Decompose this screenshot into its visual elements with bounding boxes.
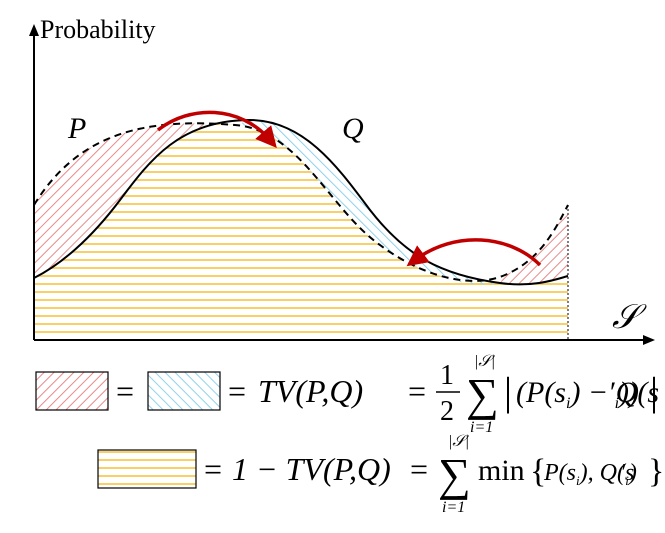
legend-row1-prime: ′ [608, 376, 615, 409]
legend-red-swatch [35, 371, 109, 411]
legend-row2-sum: ∑ [438, 449, 471, 500]
curve-q-label: Q [342, 112, 364, 145]
legend-row2-eq2: = [410, 451, 428, 487]
legend-row2-body-p: P(s [543, 460, 576, 486]
legend-row2-brace-close: } [648, 453, 664, 490]
legend-yellow-swatch [97, 449, 197, 489]
legend-row2-min: min [478, 454, 525, 487]
p-excess-region [34, 123, 568, 285]
legend-row2-prime: ′ [620, 460, 626, 486]
legend-row1-abs-close: | [650, 369, 658, 414]
x-axis-arrow-icon [643, 335, 655, 345]
legend-row-overlap: = 1 − TV(P,Q) = |𝒮| ∑ i=1 min { P(si), Q… [97, 433, 634, 516]
legend-row1-close: )) [617, 376, 639, 409]
transport-arrow-left [156, 110, 277, 148]
legend-row2-brace-open: { [530, 453, 546, 490]
legend-row1-sub-i2: i [615, 395, 619, 412]
p-excess-right [500, 205, 568, 285]
legend-row1-body: (P(si) − Q(s [516, 376, 659, 412]
legend-row1-tail-text: ′i)) [608, 376, 639, 412]
legend-row1-sum: ∑ [466, 369, 499, 420]
legend-row2-sum-lower: i=1 [442, 499, 465, 516]
legend-row1-body-p: (P(s [516, 376, 566, 409]
curve-q [33, 118, 569, 286]
legend-row2-tail-text: ′i) [620, 460, 637, 488]
legend-row2-sub-i1: i [576, 473, 580, 488]
transport-arrow-right [406, 238, 542, 267]
legend-row2-close: ) [627, 460, 637, 486]
legend-row1-sub-i1: i [566, 395, 570, 412]
legend-row1-frac-num: 1 [440, 360, 454, 391]
legend-row-tv: = = TV(P,Q) = 1 2 |𝒮| ∑ i=1 | (P(si) − Q… [35, 353, 659, 436]
legend-row1-eq2: = [228, 373, 246, 409]
legend-row1-eq3: = [408, 373, 426, 409]
legend-row2-mid: ), Q(s [578, 460, 635, 486]
legend-row1-sum-upper: |𝒮| [474, 353, 495, 370]
legend-row1-frac-den: 2 [440, 396, 454, 427]
legend-row2-sum-upper: |𝒮| [448, 433, 469, 450]
legend-row1-eq1: = [116, 373, 134, 409]
legend-blue-swatch [147, 371, 221, 411]
curve-p [33, 122, 569, 282]
y-axis-arrow-icon [29, 24, 39, 36]
legend-row1-minus: ) − Q(s [568, 376, 659, 409]
legend-row2-body: P(si), Q(s [543, 460, 634, 488]
legend-row1-tv: TV(P,Q) [258, 373, 363, 409]
legend-row1-abs-open: | [504, 369, 512, 414]
legend-row2-one-minus: 1 − TV(P,Q) [232, 451, 391, 487]
p-excess-left [34, 123, 250, 278]
legend-row1-sum-lower: i=1 [470, 419, 493, 436]
legend-row2-eq1: = [204, 451, 222, 487]
y-axis-label: Probability [40, 15, 156, 44]
curve-p-label: P [67, 112, 86, 145]
legend-row2-sub-i2: i [625, 473, 629, 488]
